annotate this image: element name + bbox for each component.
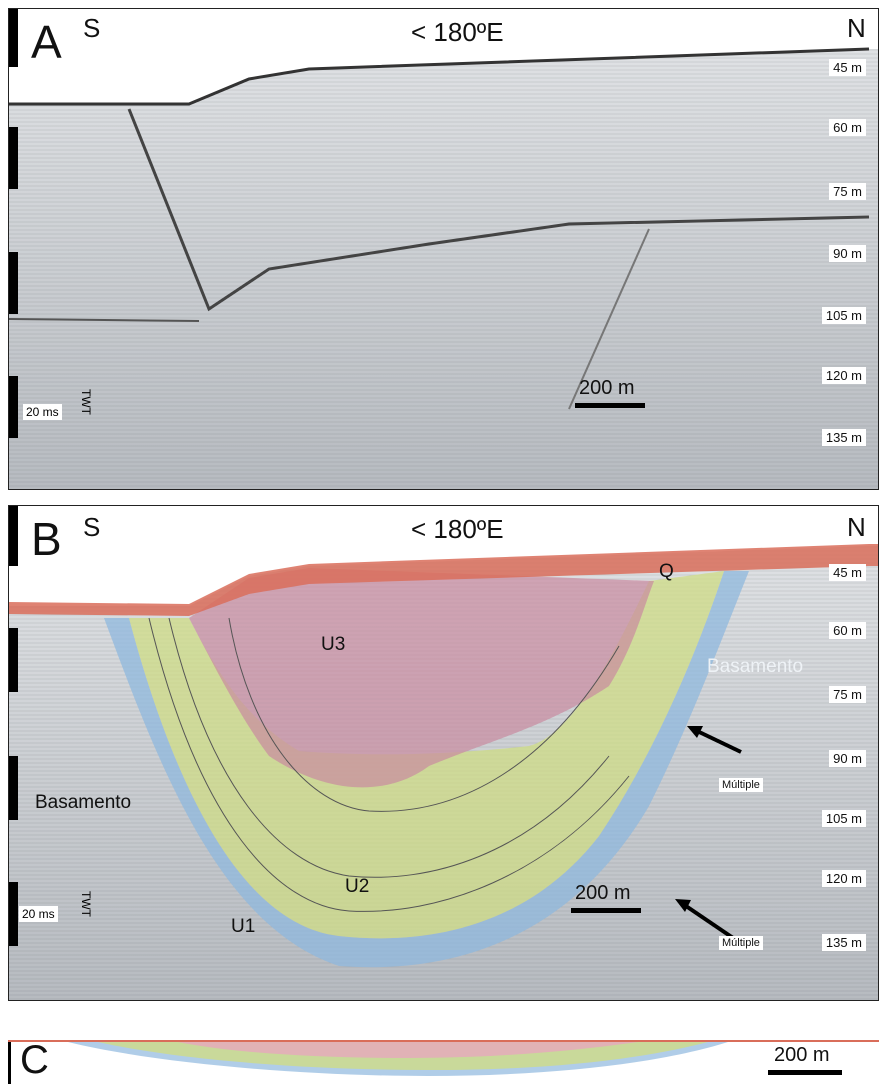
depth-label: 120 m xyxy=(821,367,866,384)
multiple-label: Múltiple xyxy=(719,936,763,950)
twt-label: TWT xyxy=(79,891,93,917)
scale-segment xyxy=(9,9,18,67)
depth-label: 105 m xyxy=(821,810,866,827)
arrow-multiple-1 xyxy=(694,728,742,754)
depth-label: 60 m xyxy=(829,622,866,639)
unit-u1-fill xyxy=(104,571,749,968)
scale-segment xyxy=(9,882,18,946)
basement-label-left: Basamento xyxy=(35,792,132,813)
arrow-head-2 xyxy=(675,899,691,912)
scale-label: 200 m xyxy=(579,377,635,399)
arrows-layer xyxy=(675,726,742,944)
south-label: S xyxy=(83,13,101,43)
depth-label: 45 m xyxy=(829,59,866,76)
unit-label-u1: U1 xyxy=(231,916,256,937)
north-label: N xyxy=(847,13,866,43)
depth-label: 75 m xyxy=(829,183,866,200)
depth-label: 75 m xyxy=(829,686,866,703)
twt-label: TWT xyxy=(79,389,93,415)
arrow-head-1 xyxy=(687,726,703,738)
azimuth-label: < 180ºE xyxy=(411,514,504,544)
scale-segment xyxy=(9,127,18,189)
arrow-multiple-2 xyxy=(681,902,741,944)
depth-label: 90 m xyxy=(829,750,866,767)
twt-value: 20 ms xyxy=(19,906,58,922)
north-label: N xyxy=(847,512,866,542)
unit-label-q: Q xyxy=(659,561,674,582)
depth-label: 105 m xyxy=(821,307,866,324)
scale-bar xyxy=(575,403,645,408)
basement-label-right: Basamento xyxy=(707,656,804,677)
depth-label: 135 m xyxy=(821,429,866,446)
depth-label: 135 m xyxy=(821,934,866,951)
unit-u3-fill xyxy=(189,568,654,788)
multiple-label: Múltiple xyxy=(719,778,763,792)
azimuth-label: < 180ºE xyxy=(411,17,504,47)
scale-label: 200 m xyxy=(575,882,631,904)
panel-a: A S < 180ºE N 45 m 60 m 75 m 90 m 105 m … xyxy=(8,8,879,490)
scale-segment xyxy=(9,376,18,438)
scale-segment xyxy=(9,756,18,820)
panel-c-border xyxy=(8,1040,11,1084)
depth-label: 60 m xyxy=(829,119,866,136)
panel-b: B S < 180ºE N 45 m 60 m 75 m 90 m 105 m … xyxy=(8,505,879,1001)
scale-bar xyxy=(571,908,641,913)
unit-label-u3: U3 xyxy=(321,634,346,655)
unit-q-fill xyxy=(9,544,878,616)
panel-letter: B xyxy=(31,513,62,565)
scale-bar xyxy=(768,1070,842,1075)
seismic-interpretation-b xyxy=(9,506,878,1000)
schematic-section-c xyxy=(8,1040,879,1076)
unit-label-u2: U2 xyxy=(345,876,370,897)
scale-label: 200 m xyxy=(774,1044,830,1066)
depth-label: 45 m xyxy=(829,564,866,581)
depth-label: 120 m xyxy=(821,870,866,887)
panel-letter: A xyxy=(31,16,62,68)
seismic-profile-a xyxy=(9,9,878,489)
south-label: S xyxy=(83,512,101,542)
panel-letter: C xyxy=(20,1040,49,1082)
scale-segment xyxy=(9,506,18,566)
panel-c: C 200 m xyxy=(8,1040,879,1084)
scale-segment xyxy=(9,628,18,692)
depth-label: 90 m xyxy=(829,245,866,262)
scale-segment xyxy=(9,252,18,314)
twt-value: 20 ms xyxy=(23,404,62,420)
